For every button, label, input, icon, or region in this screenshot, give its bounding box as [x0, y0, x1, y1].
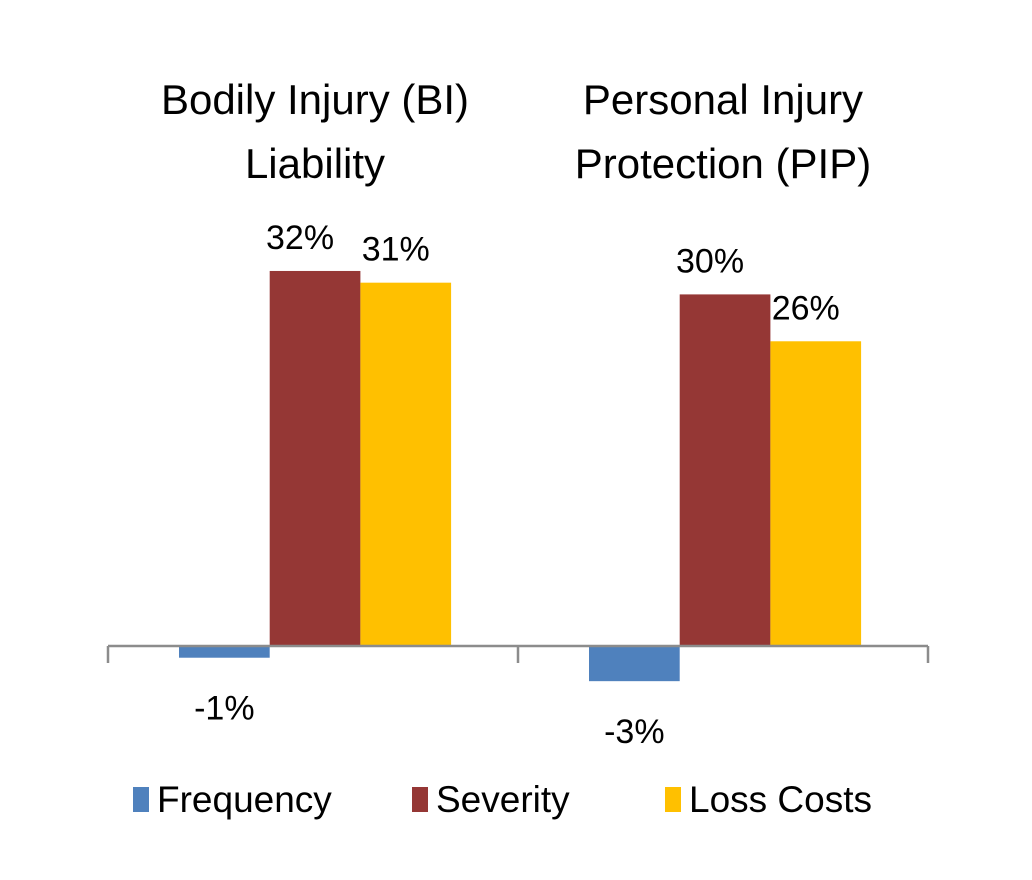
legend-swatch: [665, 787, 681, 812]
legend-label: Severity: [436, 779, 570, 820]
category-label: Liability: [245, 140, 385, 187]
bar-loss-costs: [360, 282, 452, 646]
bar-frequency: [589, 646, 680, 682]
bar-severity: [679, 294, 771, 646]
legend-swatch: [133, 787, 149, 812]
data-label: 26%: [772, 289, 840, 327]
legend-swatch: [412, 787, 428, 812]
data-label: 31%: [362, 231, 430, 269]
data-label: -1%: [194, 690, 254, 728]
category-label: Protection (PIP): [575, 140, 871, 187]
bar-loss-costs: [770, 341, 862, 646]
bar-severity: [269, 270, 361, 646]
data-label: 30%: [676, 242, 744, 280]
legend-label: Loss Costs: [689, 779, 872, 820]
data-label: -3%: [604, 713, 664, 751]
legend-label: Frequency: [157, 779, 332, 820]
data-label: 32%: [266, 219, 334, 257]
bar-frequency: [179, 646, 270, 658]
category-label: Bodily Injury (BI): [161, 76, 469, 123]
category-label: Personal Injury: [583, 76, 863, 123]
